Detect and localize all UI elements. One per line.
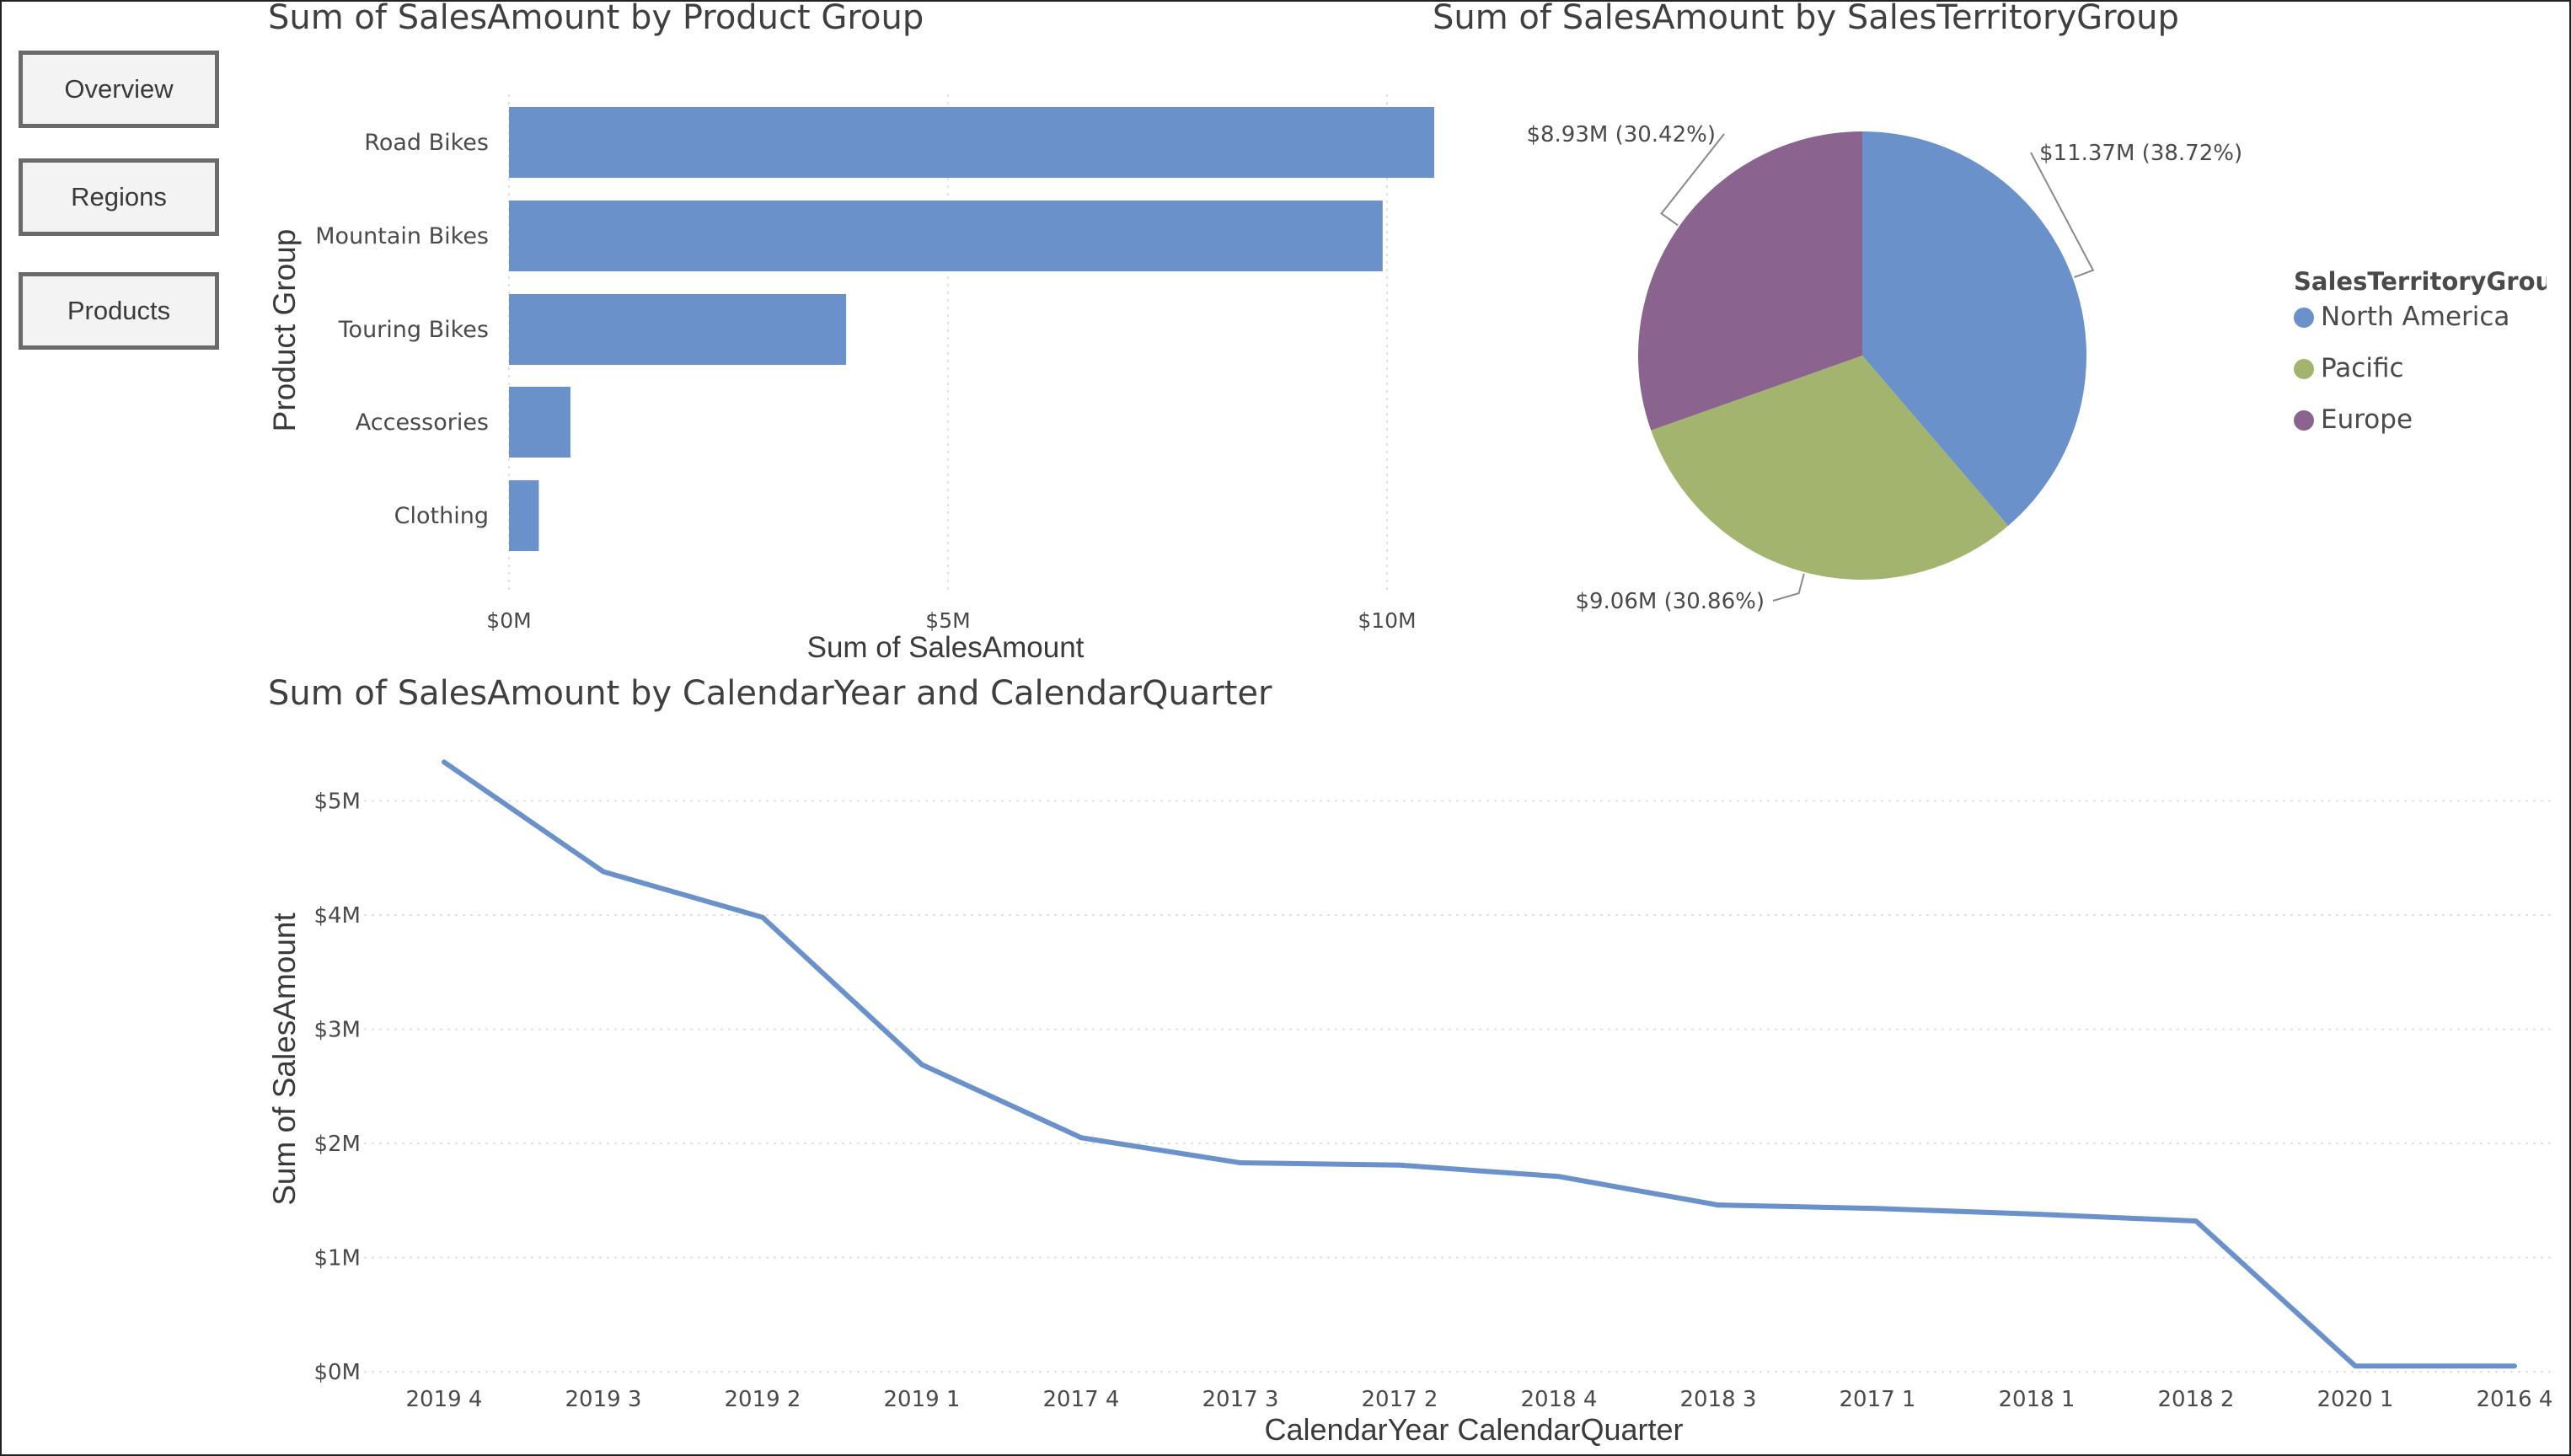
data-point[interactable]	[599, 868, 608, 876]
data-label: $9.06M (30.86%)	[1575, 589, 1765, 614]
data-point[interactable]	[1236, 1159, 1245, 1167]
category-label: Mountain Bikes	[315, 223, 489, 249]
x-tick-label: 2019 4	[406, 1387, 483, 1412]
data-point[interactable]	[1555, 1172, 1563, 1180]
bar[interactable]	[509, 480, 539, 551]
x-tick-label: 2018 4	[1521, 1387, 1598, 1412]
y-tick-label: $2M	[313, 1132, 361, 1157]
pie-chart[interactable]: $11.37M (38.72%) $9.06M (30.86%) $8.93M (3…	[1502, 86, 2547, 642]
x-axis-title: Sum of SalesAmount	[807, 631, 1085, 664]
x-tick-label: 2017 1	[1840, 1387, 1916, 1412]
x-tick-label: 2018 2	[2158, 1387, 2235, 1412]
legend-marker	[2294, 359, 2314, 379]
legend-item[interactable]: Europe	[2321, 404, 2413, 435]
bar[interactable]	[509, 387, 570, 458]
data-point[interactable]	[440, 757, 448, 766]
x-tick-label: $5M	[925, 608, 970, 633]
bar[interactable]	[509, 201, 1383, 271]
legend-marker	[2294, 410, 2314, 431]
y-axis-title: Product Group	[267, 229, 302, 432]
products-button[interactable]: Products	[19, 272, 219, 350]
x-tick-label: 2019 2	[725, 1387, 801, 1412]
y-tick-label: $3M	[313, 1018, 361, 1043]
data-point[interactable]	[1395, 1161, 1404, 1170]
x-tick-label: $0M	[486, 608, 531, 633]
category-label: Road Bikes	[364, 130, 489, 156]
x-tick-label: $10M	[1358, 608, 1416, 633]
x-tick-label: 2018 1	[1999, 1387, 2076, 1412]
y-tick-label: $0M	[313, 1360, 361, 1385]
data-label: $11.37M (38.72%)	[2039, 141, 2242, 166]
y-tick-label: $4M	[313, 903, 361, 929]
data-point[interactable]	[1714, 1201, 1722, 1209]
legend-title: SalesTerritoryGroup	[2294, 267, 2547, 296]
data-point[interactable]	[2192, 1217, 2200, 1225]
pie-slice[interactable]	[1862, 131, 2086, 527]
pie-slice[interactable]	[1651, 356, 2009, 580]
bar[interactable]	[509, 107, 1434, 178]
x-tick-label: 2019 3	[565, 1387, 642, 1412]
category-label: Touring Bikes	[338, 317, 489, 343]
leader-line	[1660, 133, 1725, 227]
legend-item[interactable]: North America	[2321, 302, 2509, 332]
line-chart-title: Sum of SalesAmount by CalendarYear and C…	[268, 674, 1272, 713]
data-label: $8.93M (30.42%)	[1526, 122, 1716, 147]
pie-chart-title: Sum of SalesAmount by SalesTerritoryGrou…	[1433, 0, 2179, 37]
overview-button[interactable]: Overview	[19, 51, 219, 128]
legend-marker	[2294, 308, 2314, 328]
x-tick-label: 2018 3	[1680, 1387, 1757, 1412]
x-tick-label: 2019 1	[884, 1387, 961, 1412]
category-label: Clothing	[394, 503, 489, 529]
data-point[interactable]	[2351, 1362, 2359, 1370]
data-point[interactable]	[1873, 1204, 1882, 1212]
series-line[interactable]	[442, 759, 2517, 1369]
x-tick-label: 2017 4	[1043, 1387, 1120, 1412]
category-label: Accessories	[356, 410, 489, 436]
x-tick-label: 2017 2	[1362, 1387, 1438, 1412]
y-tick-label: $5M	[313, 790, 361, 815]
y-tick-label: $1M	[313, 1246, 361, 1271]
data-point[interactable]	[758, 913, 767, 922]
y-axis-title: Sum of SalesAmount	[267, 912, 302, 1205]
bar[interactable]	[509, 294, 847, 365]
x-axis-title: CalendarYear CalendarQuarter	[1265, 1412, 1684, 1447]
pie-slice[interactable]	[1638, 131, 1862, 431]
leader-line	[1772, 573, 1805, 602]
leader-line	[2030, 152, 2095, 278]
bar-chart-title: Sum of SalesAmount by Product Group	[268, 0, 924, 37]
legend-item[interactable]: Pacific	[2321, 353, 2404, 383]
data-point[interactable]	[1077, 1133, 1085, 1142]
regions-button[interactable]: Regions	[19, 158, 219, 236]
x-tick-label: 2020 1	[2317, 1387, 2394, 1412]
data-point[interactable]	[2033, 1210, 2041, 1218]
x-tick-label: 2016 4	[2477, 1387, 2553, 1412]
data-point[interactable]	[2510, 1362, 2519, 1370]
x-tick-label: 2017 3	[1202, 1387, 1279, 1412]
data-point[interactable]	[918, 1061, 926, 1069]
line-chart[interactable]: $0M $1M $2M $3M $4M $5M 2019 4 2019 3 2019 2 2019…	[254, 735, 2563, 1451]
